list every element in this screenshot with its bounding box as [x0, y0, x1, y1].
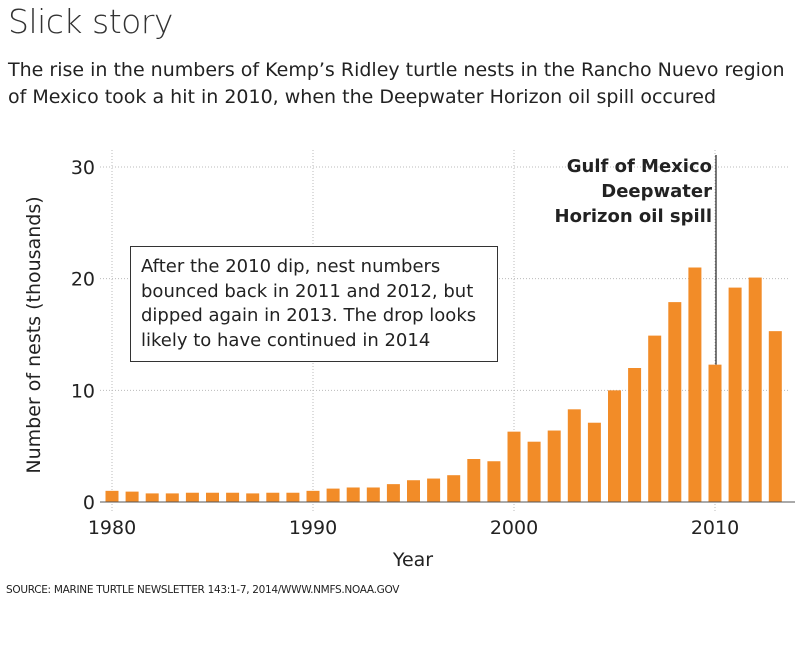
bar-2008	[668, 302, 682, 502]
annotation-label: Deepwater	[601, 181, 712, 202]
bar-2003	[567, 409, 581, 502]
x-tick-label: 2010	[691, 517, 739, 539]
bar-1980	[105, 490, 119, 502]
bar-2010	[708, 364, 722, 502]
bar-1990	[306, 490, 320, 502]
annotation-label: Gulf of Mexico	[567, 156, 712, 177]
bar-1991	[326, 488, 340, 502]
bar-2012	[748, 277, 762, 502]
note-box: After the 2010 dip, nest numbers bounced…	[130, 246, 498, 362]
chart-subtitle: The rise in the numbers of Kemp’s Ridley…	[8, 59, 785, 108]
bar-1993	[366, 487, 380, 502]
bar-1997	[447, 475, 461, 502]
y-tick-label: 10	[71, 380, 95, 402]
bar-1983	[165, 493, 179, 502]
bar-1987	[246, 493, 260, 502]
source-note: SOURCE: MARINE TURTLE NEWSLETTER 143:1-7…	[6, 584, 400, 596]
bar-1984	[185, 492, 199, 502]
y-tick-label: 0	[83, 492, 95, 514]
y-axis-label: Number of nests (thousands)	[23, 196, 45, 473]
bar-2004	[587, 422, 601, 502]
bar-1996	[427, 478, 441, 502]
bar-2002	[547, 430, 561, 502]
bar-2011	[728, 287, 742, 502]
bar-1998	[467, 459, 481, 502]
x-tick-label: 1990	[289, 517, 337, 539]
bar-1989	[286, 492, 300, 502]
x-axis-label: Year	[392, 549, 433, 571]
x-tick-label: 2000	[490, 517, 538, 539]
bar-1992	[346, 487, 360, 502]
bar-1985	[206, 492, 219, 502]
chart-title: Slick story	[8, 2, 173, 41]
bar-1994	[386, 484, 400, 502]
bar-2007	[648, 335, 662, 502]
bar-2001	[527, 441, 541, 502]
bar-2005	[608, 390, 621, 502]
y-tick-label: 20	[71, 269, 95, 291]
bar-1999	[487, 461, 501, 502]
bar-1981	[125, 491, 139, 502]
bar-2006	[628, 368, 642, 502]
annotation-label: Horizon oil spill	[555, 206, 712, 227]
bar-2009	[688, 267, 702, 502]
bar-1988	[266, 492, 280, 502]
bar-1982	[145, 493, 159, 502]
y-tick-label: 30	[71, 157, 95, 179]
x-tick-label: 1980	[88, 517, 136, 539]
bar-2013	[768, 331, 782, 502]
bar-2000	[507, 431, 521, 502]
bar-1995	[407, 480, 420, 502]
bar-1986	[226, 492, 240, 502]
